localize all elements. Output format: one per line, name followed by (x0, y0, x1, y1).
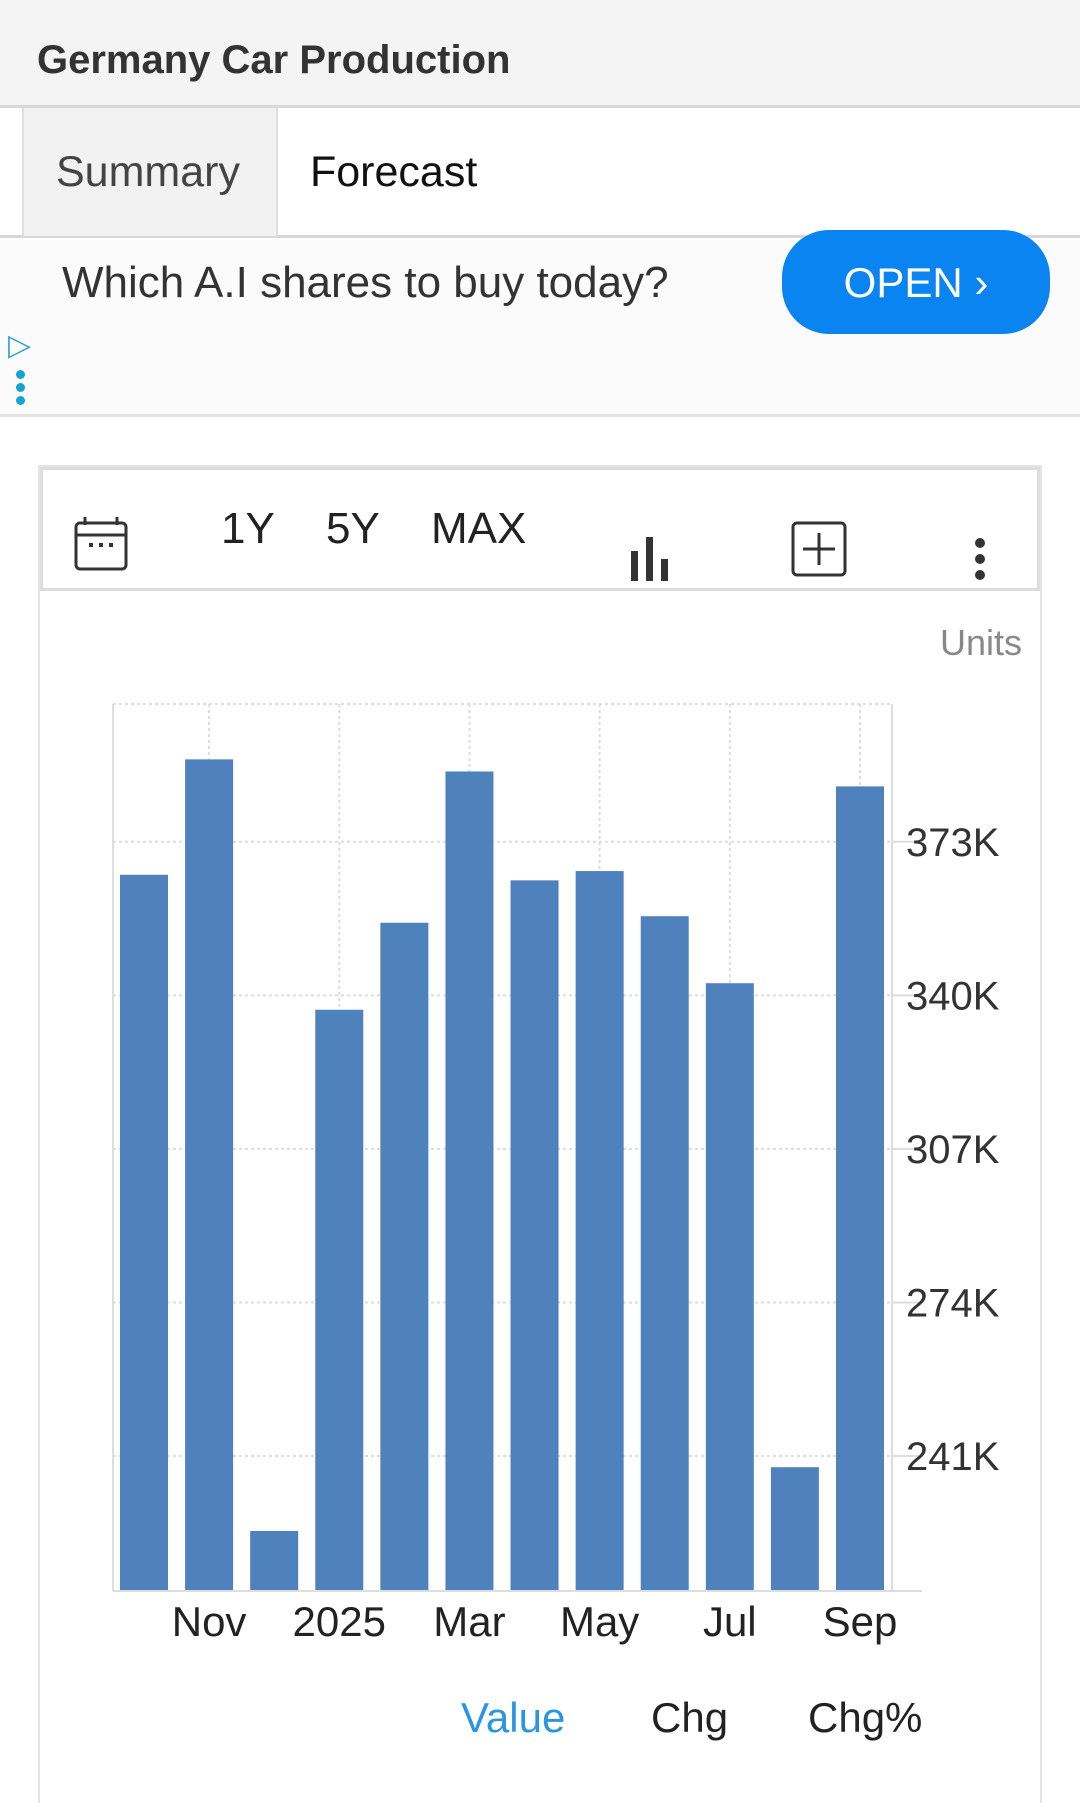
legend-value[interactable]: Value (461, 1694, 566, 1741)
adchoices-icon[interactable]: ▷ (8, 329, 32, 362)
legend-chg-pct[interactable]: Chg% (808, 1694, 923, 1741)
bar-jul-2025 (705, 983, 754, 1591)
x-tick-label: 2025 (293, 1598, 386, 1645)
bar-feb-2025 (380, 922, 429, 1591)
calendar-icon[interactable] (73, 500, 129, 571)
x-tick-label: Mar (433, 1598, 505, 1645)
chart-card (38, 465, 1042, 1803)
vertical-dots-icon[interactable] (973, 508, 987, 580)
ad-open-button[interactable]: OPEN › (782, 230, 1050, 334)
chart-toolbar: 1Y 5Y MAX (40, 467, 1040, 591)
bar-mar-2025 (445, 771, 494, 1591)
tab-summary[interactable]: Summary (22, 108, 278, 236)
ad-banner[interactable]: Which A.I shares to buy today? OPEN › ▷ (0, 230, 1080, 417)
range-5y-button[interactable]: 5Y (326, 504, 380, 553)
x-tick-label: Nov (172, 1598, 247, 1645)
ad-menu-icon[interactable] (16, 370, 26, 409)
bar-aug-2025 (770, 1467, 819, 1591)
tab-forecast[interactable]: Forecast (310, 148, 478, 196)
page-title: Germany Car Production (37, 38, 511, 82)
x-tick-label: May (560, 1598, 639, 1645)
x-tick-label: Jul (703, 1598, 757, 1645)
bar-sep-2025 (836, 786, 884, 1591)
legend-chg[interactable]: Chg (651, 1694, 729, 1741)
y-tick-label: 307K (906, 1128, 1000, 1172)
x-tick-label: Sep (823, 1598, 898, 1645)
y-tick-label: 274K (906, 1281, 1000, 1325)
range-max-button[interactable]: MAX (431, 504, 527, 553)
y-tick-label: 340K (906, 974, 1000, 1018)
ad-text: Which A.I shares to buy today? (62, 258, 669, 307)
bar-chart-icon[interactable] (629, 508, 673, 581)
range-1y-button[interactable]: 1Y (221, 504, 275, 553)
unit-label: Units (939, 622, 1022, 663)
bar-oct-2024 (120, 874, 168, 1591)
bar-nov-2024 (185, 759, 234, 1591)
bar-dec-2024 (250, 1530, 299, 1591)
tab-bar: Summary Forecast (0, 108, 1080, 238)
bar-jan-2025 (315, 1009, 364, 1591)
y-tick-label: 241K (906, 1435, 1000, 1479)
y-tick-label: 373K (906, 821, 1000, 865)
bar-apr-2025 (510, 880, 559, 1591)
bar-may-2025 (575, 871, 624, 1591)
plus-square-icon[interactable] (791, 504, 847, 577)
page-header: Germany Car Production (0, 0, 1080, 108)
bar-jun-2025 (640, 916, 689, 1591)
